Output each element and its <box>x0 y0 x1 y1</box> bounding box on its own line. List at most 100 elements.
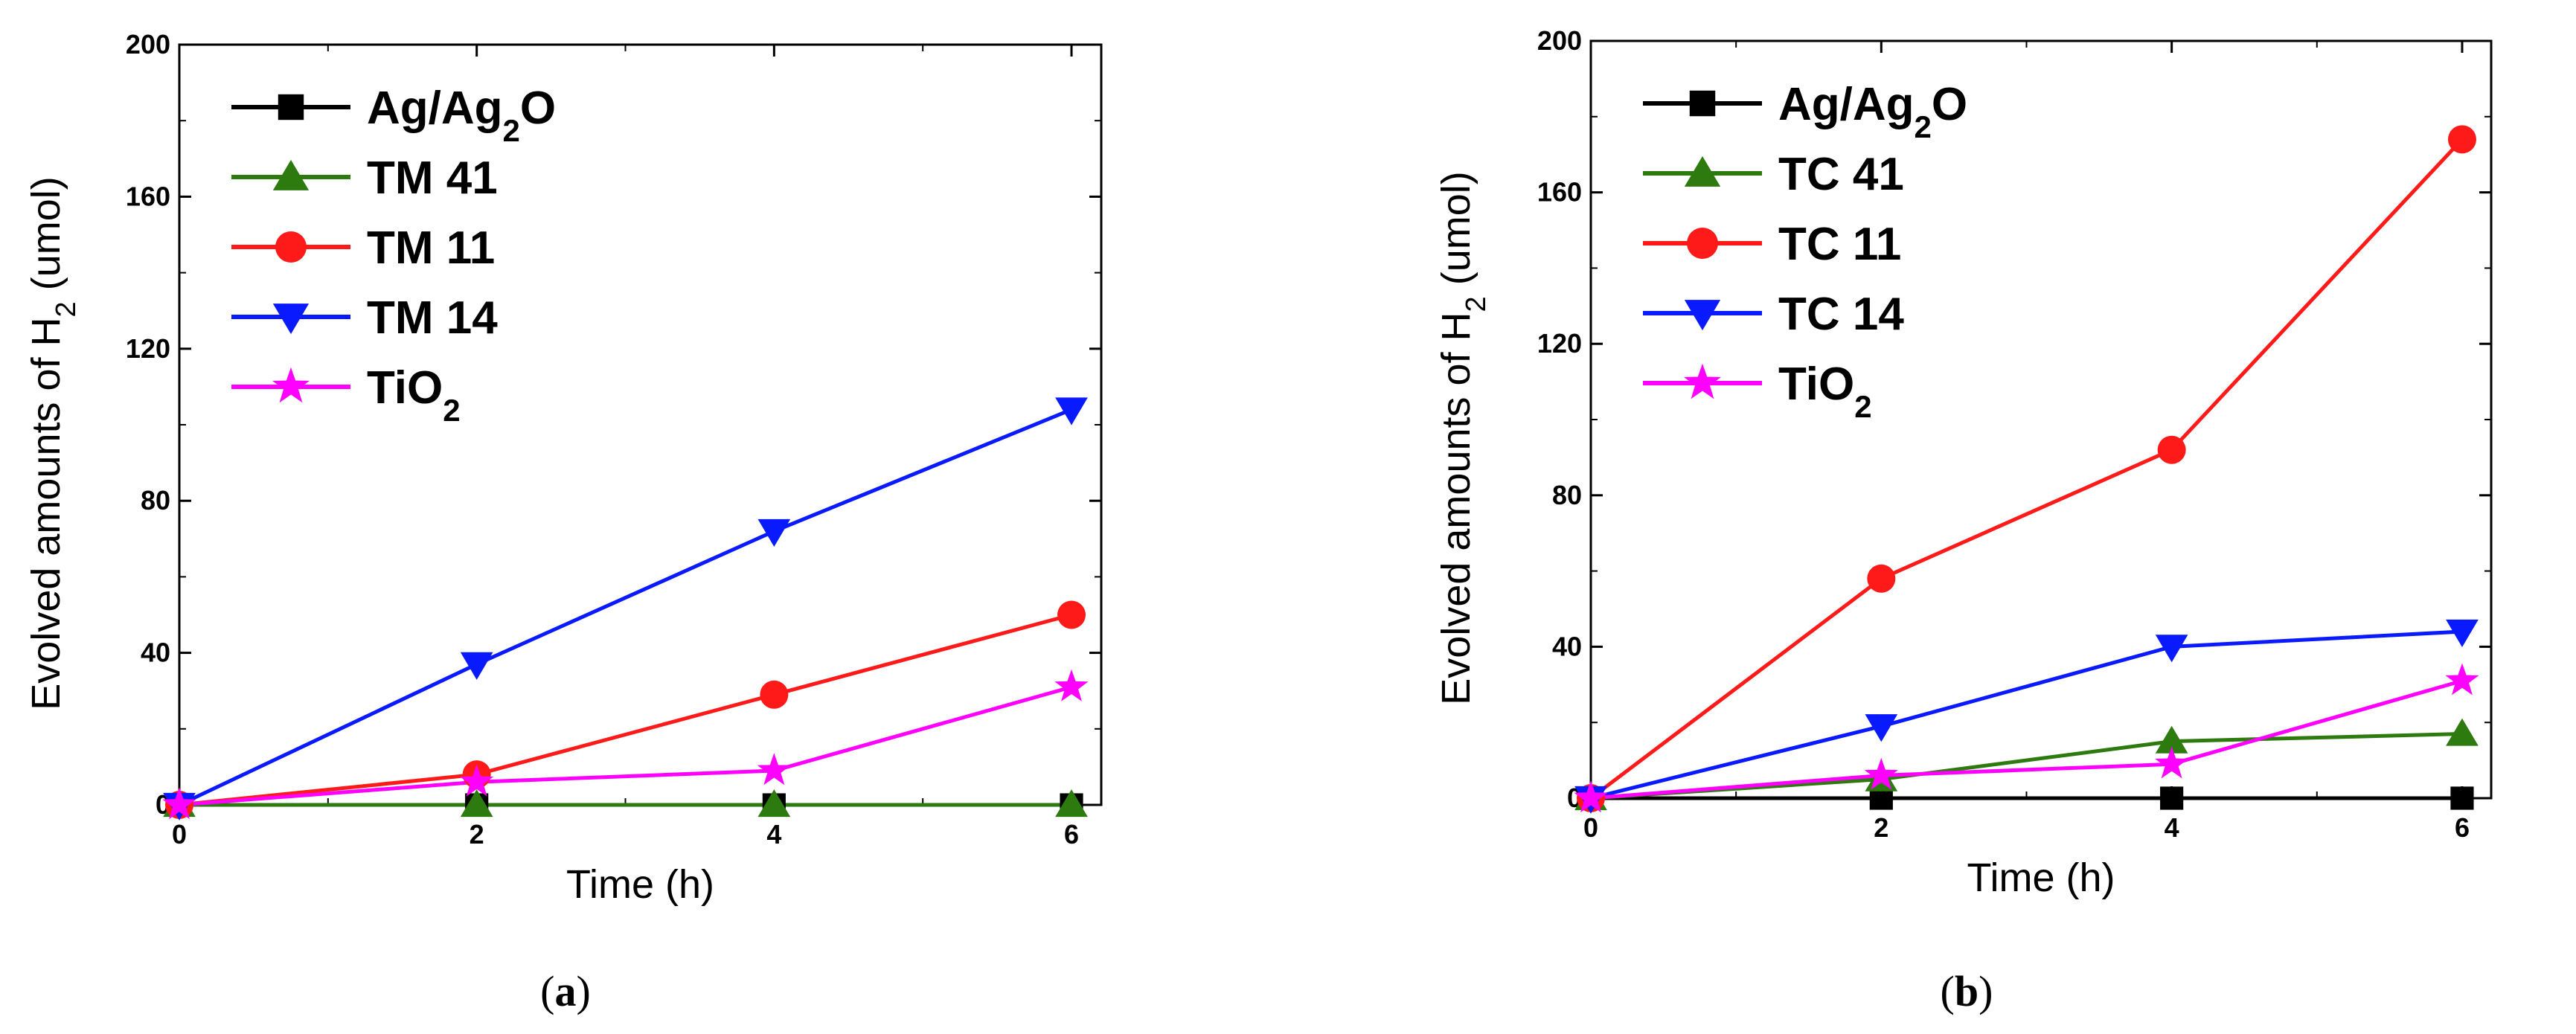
y-tick-label: 80 <box>141 485 170 516</box>
y-tick-label: 40 <box>141 638 170 668</box>
caption-letter: a <box>555 967 577 1015</box>
caption-close: ) <box>1979 967 1993 1015</box>
data-point-triangle-down <box>2155 635 2188 663</box>
data-point-star <box>2155 746 2189 779</box>
data-point-circle <box>760 680 789 709</box>
legend-name: TiO <box>367 362 443 414</box>
data-point-star <box>162 787 196 820</box>
y-axis-title: Evolved amounts of H2 (umol) <box>24 176 82 710</box>
y-tick-label: 160 <box>126 181 170 211</box>
legend-marker-square <box>1689 90 1716 117</box>
legend-name: Ag/Ag <box>367 83 503 134</box>
data-point-triangle-up <box>757 789 791 818</box>
y-axis-title-unit: (umol) <box>24 176 68 301</box>
legend-entry-label: TC 14 <box>1778 289 1904 340</box>
x-tick-label: 4 <box>766 819 781 850</box>
data-point-star <box>460 764 494 797</box>
legend-marker-square <box>278 94 304 121</box>
y-tick-label: 40 <box>1552 631 1582 661</box>
legend-name-sub: 2 <box>1915 109 1932 144</box>
legend-entry-label: Ag/Ag2O <box>1778 79 1967 144</box>
legend-name-tail: O <box>520 83 556 134</box>
series-line-tio <box>1590 678 2463 800</box>
series-group <box>162 397 1089 821</box>
data-point-triangle-up <box>1055 789 1088 818</box>
data-point-triangle-down <box>1865 714 1898 742</box>
legend-name: TM 14 <box>367 292 498 344</box>
data-point-star <box>2445 663 2479 696</box>
plot-frame <box>178 43 1103 806</box>
x-axis-title: Time (h) <box>566 862 714 907</box>
legend-name: TM 41 <box>367 152 498 204</box>
caption-open: ( <box>540 967 554 1015</box>
legend-name: TC 14 <box>1778 289 1904 340</box>
legend-entry-label: TM 14 <box>367 292 498 344</box>
caption-open: ( <box>1941 967 1955 1015</box>
legend-marker-circle <box>1687 228 1718 259</box>
legend-marker-star <box>272 367 310 403</box>
plot-frame <box>1589 39 2493 800</box>
legend-name: Ag/Ag <box>1778 79 1915 130</box>
caption-close: ) <box>577 967 591 1015</box>
legend-marker-star <box>1684 363 1721 399</box>
x-axis-title: Time (h) <box>1967 855 2115 900</box>
data-point-triangle-up <box>460 789 493 818</box>
legend-entry-label: TC 11 <box>1778 219 1901 270</box>
panel-caption: (b) <box>1941 967 1993 1015</box>
legend-entry-label: Ag/Ag2O <box>367 83 556 148</box>
y-axis-title-sub: 2 <box>1461 296 1492 312</box>
x-tick-label: 0 <box>1583 812 1598 843</box>
data-point-star <box>1054 669 1089 701</box>
legend-entry-label: TM 11 <box>367 222 495 274</box>
data-point-circle <box>1867 564 1896 593</box>
series-line-tm-11 <box>179 613 1072 807</box>
y-tick-label: 200 <box>1537 25 1582 56</box>
y-axis-title: Evolved amounts of H2 (umol) <box>1434 171 1492 704</box>
series-line-tc-14 <box>1590 629 2463 800</box>
series-group <box>1574 125 2479 814</box>
legend-name: TiO <box>1778 359 1854 410</box>
x-tick-label: 2 <box>470 819 484 850</box>
data-point-triangle-down <box>757 518 791 547</box>
data-point-circle <box>1057 600 1086 629</box>
data-point-triangle-up <box>2155 725 2188 754</box>
y-axis-title-main: Evolved amounts of H <box>1434 312 1478 704</box>
data-point-star <box>1574 780 1608 813</box>
y-tick-label: 160 <box>1537 177 1582 208</box>
data-point-square <box>2450 786 2474 810</box>
caption-letter: b <box>1955 967 1979 1015</box>
y-axis-title-main: Evolved amounts of H <box>24 317 68 710</box>
y-tick-label: 120 <box>1537 328 1582 359</box>
x-tick-label: 2 <box>1874 812 1888 843</box>
legend-entry-label: TiO2 <box>1778 359 1872 424</box>
y-tick-label: 120 <box>126 333 170 364</box>
series-line-tc-11 <box>1589 138 2464 800</box>
data-point-star <box>757 753 791 786</box>
legend-name: TC 41 <box>1778 149 1904 200</box>
data-point-circle <box>2447 125 2476 154</box>
x-tick-label: 6 <box>2455 812 2470 843</box>
y-tick-label: 200 <box>126 29 170 60</box>
legend-name-sub: 2 <box>503 113 520 148</box>
legend-entry-label: TM 41 <box>367 152 498 204</box>
series-line-tm-14 <box>178 408 1072 807</box>
x-tick-label: 0 <box>172 819 187 850</box>
data-point-triangle-down <box>460 652 493 680</box>
data-point-triangle-up <box>2446 718 2479 746</box>
data-point-triangle-down <box>1055 397 1088 426</box>
legend-name: TC 11 <box>1778 219 1901 270</box>
data-point-circle <box>2157 435 2186 464</box>
legend-marker-circle <box>275 231 307 263</box>
legend-name-sub: 2 <box>443 393 460 428</box>
legend-name-sub: 2 <box>1854 389 1871 424</box>
legend-marker-triangle-up <box>1684 155 1721 187</box>
y-axis-title-sub: 2 <box>51 301 82 317</box>
legend-marker-triangle-down <box>272 304 310 335</box>
legend-marker-triangle-up <box>272 159 310 190</box>
legend-entry-label: TC 41 <box>1778 149 1904 200</box>
